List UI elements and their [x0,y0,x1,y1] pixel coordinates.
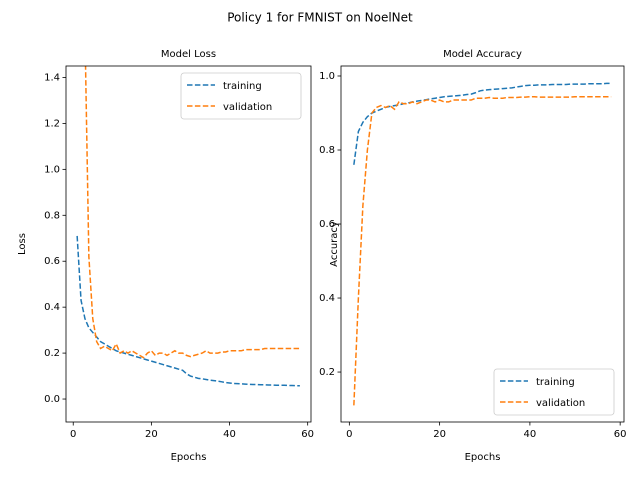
y-tick-label: 0.0 [44,394,60,405]
axes-title: Model Loss [161,49,216,60]
data-line [84,66,300,359]
y-tick-label: 0.4 [319,293,335,304]
y-tick-label: 0.6 [44,256,60,267]
x-tick-label: 60 [614,429,627,440]
figure-title: Policy 1 for FMNIST on NoelNet [227,11,413,25]
x-tick-label: 40 [223,429,236,440]
axes-frame [65,65,312,423]
x-tick-label: 60 [301,429,314,440]
y-tick-label: 1.0 [319,71,335,82]
y-tick-label: 1.2 [44,118,60,129]
x-tick-label: 40 [524,429,537,440]
y-tick-label: 0.2 [319,367,335,378]
y-axis-label: Loss [17,233,28,255]
y-tick-label: 0.8 [44,210,60,221]
legend-label: validation [223,102,272,113]
x-tick-label: 0 [346,429,352,440]
x-tick-label: 20 [145,429,158,440]
y-tick-label: 0.6 [319,219,335,230]
x-tick-label: 0 [70,429,76,440]
axes-title: Model Accuracy [443,49,522,60]
data-line [76,235,300,387]
legend-label: training [536,377,575,388]
data-line [353,95,612,406]
y-tick-label: 0.2 [44,348,60,359]
legend-label: training [223,81,262,92]
y-tick-label: 1.4 [44,72,60,83]
y-axis-label: Accuracy [329,221,340,267]
x-axis-label: Epochs [465,452,501,463]
x-tick-label: 20 [433,429,446,440]
y-tick-label: 0.8 [319,145,335,156]
y-tick-label: 1.0 [44,164,60,175]
axes-frame [340,65,625,423]
x-axis-label: Epochs [171,452,207,463]
legend-label: validation [536,398,585,409]
y-tick-label: 0.4 [44,302,60,313]
